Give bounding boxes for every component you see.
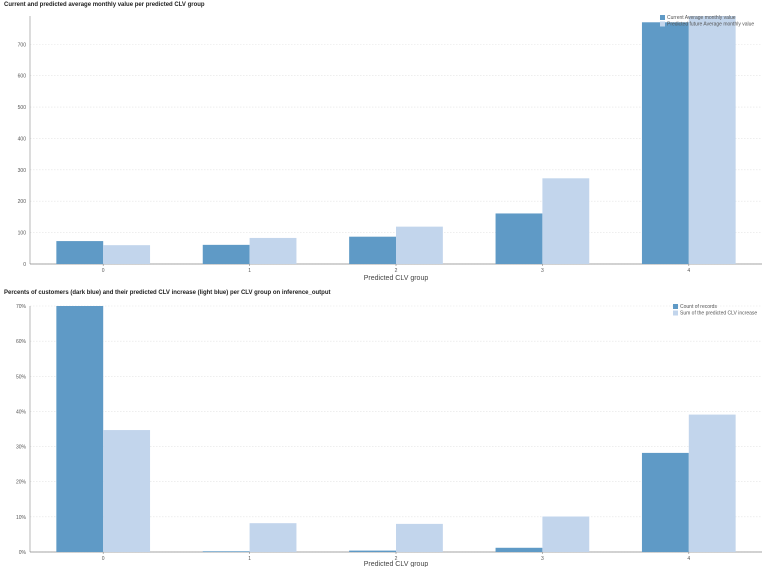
x-tick-label: 2	[395, 268, 398, 274]
legend-swatch	[660, 15, 665, 20]
y-tick-label: 10%	[16, 515, 27, 521]
x-tick-label: 1	[248, 268, 251, 274]
y-tick-label: 50%	[16, 374, 27, 380]
legend-label: Count of records	[680, 304, 717, 310]
bar-chart-svg: 0 100 200 300 400 500 600 700 0 1 2 3 4 Predicted CLV…	[18, 15, 762, 282]
bar-light-series	[103, 430, 151, 552]
bar-dark-series	[641, 22, 689, 265]
y-tick-label: 100	[18, 231, 27, 237]
bar-light-series	[249, 523, 297, 552]
bar-dark-series	[495, 213, 543, 264]
bar-light-series	[688, 16, 736, 264]
y-tick-label: 300	[18, 168, 27, 174]
bar-dark-series	[202, 244, 250, 264]
y-tick-label: 0	[23, 262, 26, 268]
legend-label: Predicted future Average monthly value	[667, 22, 754, 28]
bar-dark-series	[202, 551, 250, 552]
bar-dark-series	[349, 550, 396, 552]
bar-dark-series	[495, 547, 543, 552]
y-tick-label: 40%	[16, 409, 27, 415]
y-tick-label: 200	[18, 199, 27, 205]
x-tick-label: 4	[687, 556, 690, 562]
y-tick-label: 70%	[16, 304, 27, 310]
y-tick-label: 400	[18, 136, 27, 142]
bar-dark-series	[56, 306, 104, 552]
legend-swatch	[673, 304, 678, 309]
chart-panel-avg-monthly-value: Current and predicted average monthly va…	[4, 2, 762, 282]
x-axis-title: Predicted CLV group	[364, 275, 429, 282]
x-tick-label: 2	[395, 556, 398, 562]
y-tick-label: 500	[18, 105, 27, 111]
y-tick-label: 30%	[16, 445, 27, 451]
legend-label: Sum of the predicted CLV increase	[680, 311, 757, 317]
legend-swatch	[673, 310, 678, 316]
y-tick-label: 60%	[16, 339, 27, 345]
bar-dark-series	[56, 241, 104, 264]
chart-title: Current and predicted average monthly va…	[4, 2, 205, 8]
bar-light-series	[396, 226, 443, 264]
bar-dark-series	[641, 452, 689, 552]
bar-chart-svg: 0% 10% 20% 30% 40% 50% 60% 70% 0 1 2 3 4 Predicted CL…	[16, 304, 762, 567]
x-tick-label: 4	[687, 268, 690, 274]
bar-dark-series	[349, 236, 396, 264]
x-tick-label: 1	[248, 556, 251, 562]
legend-swatch	[660, 21, 665, 27]
bar-light-series	[103, 245, 151, 264]
bar-light-series	[542, 178, 590, 264]
bar-light-series	[542, 516, 590, 552]
x-tick-label: 3	[541, 556, 544, 562]
bar-light-series	[396, 523, 443, 552]
legend-label: Current Average monthly value	[667, 15, 736, 21]
x-tick-label: 3	[541, 268, 544, 274]
chart-title: Percents of customers (dark blue) and th…	[4, 290, 331, 296]
y-tick-label: 600	[18, 74, 27, 80]
y-tick-label: 20%	[16, 480, 27, 486]
x-axis-title: Predicted CLV group	[364, 561, 429, 567]
chart-panel-customer-percents: Percents of customers (dark blue) and th…	[0, 288, 768, 567]
y-tick-label: 0%	[19, 550, 27, 556]
y-tick-label: 700	[18, 42, 27, 48]
bar-light-series	[249, 237, 297, 264]
bar-light-series	[688, 414, 736, 552]
x-tick-label: 0	[102, 268, 105, 274]
x-tick-label: 0	[102, 556, 105, 562]
